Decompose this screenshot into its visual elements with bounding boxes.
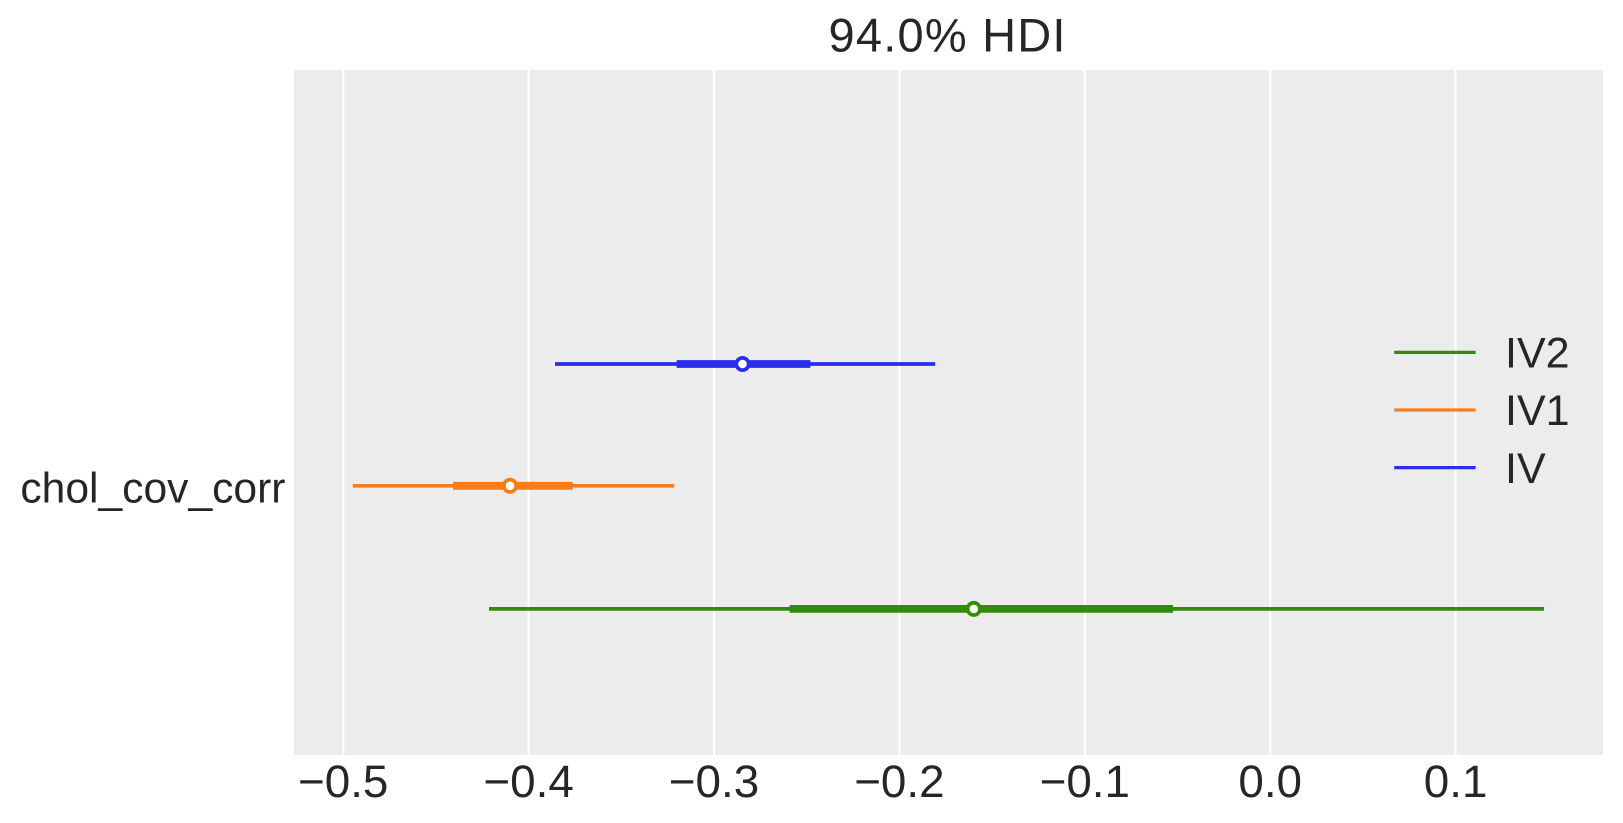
svg-text:−0.4: −0.4 [483,756,573,807]
svg-text:0.0: 0.0 [1238,756,1302,807]
svg-text:−0.3: −0.3 [669,756,759,807]
svg-text:IV2: IV2 [1505,330,1570,378]
svg-text:−0.2: −0.2 [854,756,944,807]
svg-text:94.0% HDI: 94.0% HDI [829,8,1067,61]
svg-text:0.1: 0.1 [1424,756,1488,807]
svg-text:chol_cov_corr: chol_cov_corr [20,465,285,513]
svg-text:−0.5: −0.5 [298,756,388,807]
svg-text:IV1: IV1 [1505,387,1570,435]
svg-text:IV: IV [1505,445,1546,493]
svg-text:−0.1: −0.1 [1040,756,1130,807]
